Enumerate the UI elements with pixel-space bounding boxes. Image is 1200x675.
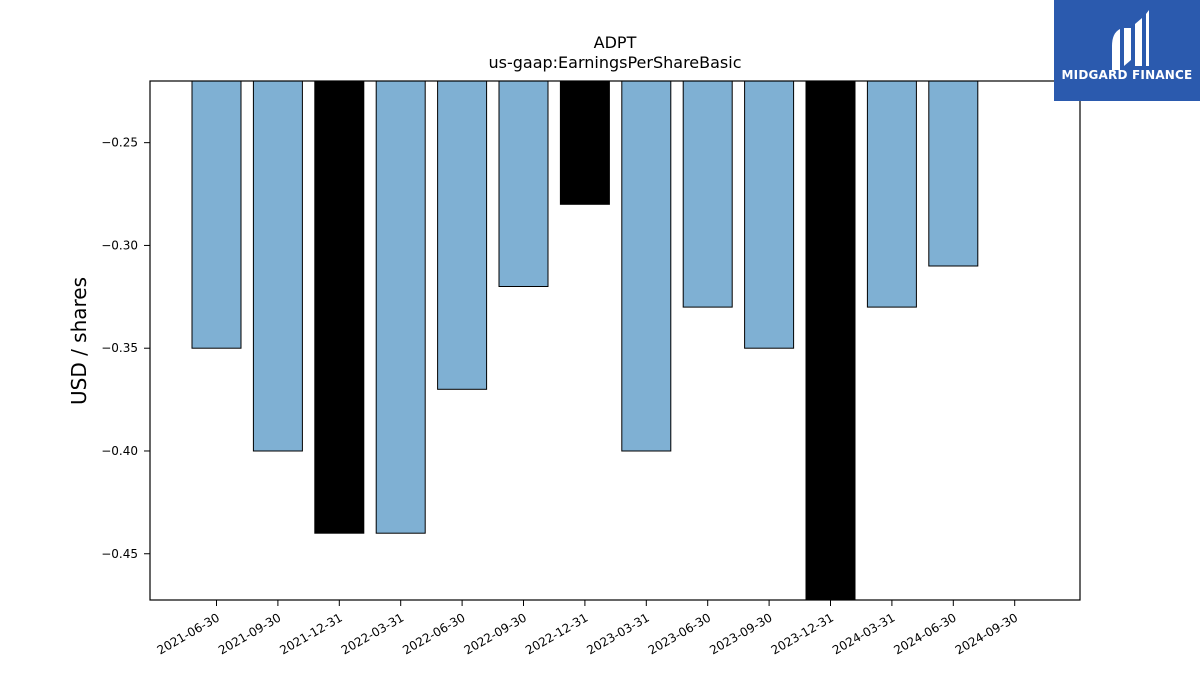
bar-2023-09-30: [744, 80, 795, 349]
chart-title: ADPT: [594, 33, 637, 52]
bar-2022-06-30: [437, 80, 488, 390]
x-tick-label: 2023-12-31: [769, 610, 836, 657]
y-axis-label: USD / shares: [67, 277, 91, 405]
bar-2022-03-31: [375, 80, 426, 534]
y-tick-label: −0.30: [101, 238, 138, 252]
x-tick-label: 2024-06-30: [891, 610, 958, 657]
y-tick-label: −0.45: [101, 547, 138, 561]
bar-2024-06-30: [928, 80, 979, 267]
plot-frame: [149, 80, 1081, 601]
bar-2022-09-30: [498, 80, 549, 287]
midgard-logo: MIDGARD FINANCE: [1054, 0, 1200, 101]
bar-2023-03-31: [621, 80, 672, 452]
x-tick-label: 2022-12-31: [523, 610, 590, 657]
brand-name: MIDGARD FINANCE: [1061, 68, 1193, 82]
bars-group: [191, 80, 979, 601]
bar-2023-12-31: [805, 80, 856, 601]
x-tick-label: 2023-03-31: [584, 610, 651, 657]
bar-2023-06-30: [682, 80, 733, 308]
x-tick-label: 2024-03-31: [830, 610, 897, 657]
y-tick-label: −0.40: [101, 444, 138, 458]
bar-2024-03-31: [866, 80, 917, 308]
bar-2021-09-30: [252, 80, 303, 452]
x-tick-label: 2021-12-31: [277, 610, 344, 657]
x-tick-label: 2022-06-30: [400, 610, 467, 657]
x-tick-label: 2024-09-30: [953, 610, 1020, 657]
y-tick-label: −0.35: [101, 341, 138, 355]
x-tick-label: 2022-09-30: [462, 610, 529, 657]
midgard-logo-icon: [1112, 10, 1149, 70]
x-ticks-group: 2021-06-302021-09-302021-12-312022-03-31…: [155, 600, 1020, 657]
chart-subtitle: us-gaap:EarningsPerShareBasic: [488, 53, 741, 72]
y-ticks-group: −0.25 −0.30 −0.35 −0.40 −0.45: [101, 136, 150, 561]
bar-2022-12-31: [559, 80, 610, 205]
bar-2021-06-30: [191, 80, 242, 349]
bar-2021-12-31: [314, 80, 365, 534]
x-tick-label: 2023-06-30: [646, 610, 713, 657]
y-tick-label: −0.25: [101, 136, 138, 150]
x-tick-label: 2021-06-30: [155, 610, 222, 657]
x-tick-label: 2021-09-30: [216, 610, 283, 657]
x-tick-label: 2022-03-31: [339, 610, 406, 657]
x-tick-label: 2023-09-30: [707, 610, 774, 657]
